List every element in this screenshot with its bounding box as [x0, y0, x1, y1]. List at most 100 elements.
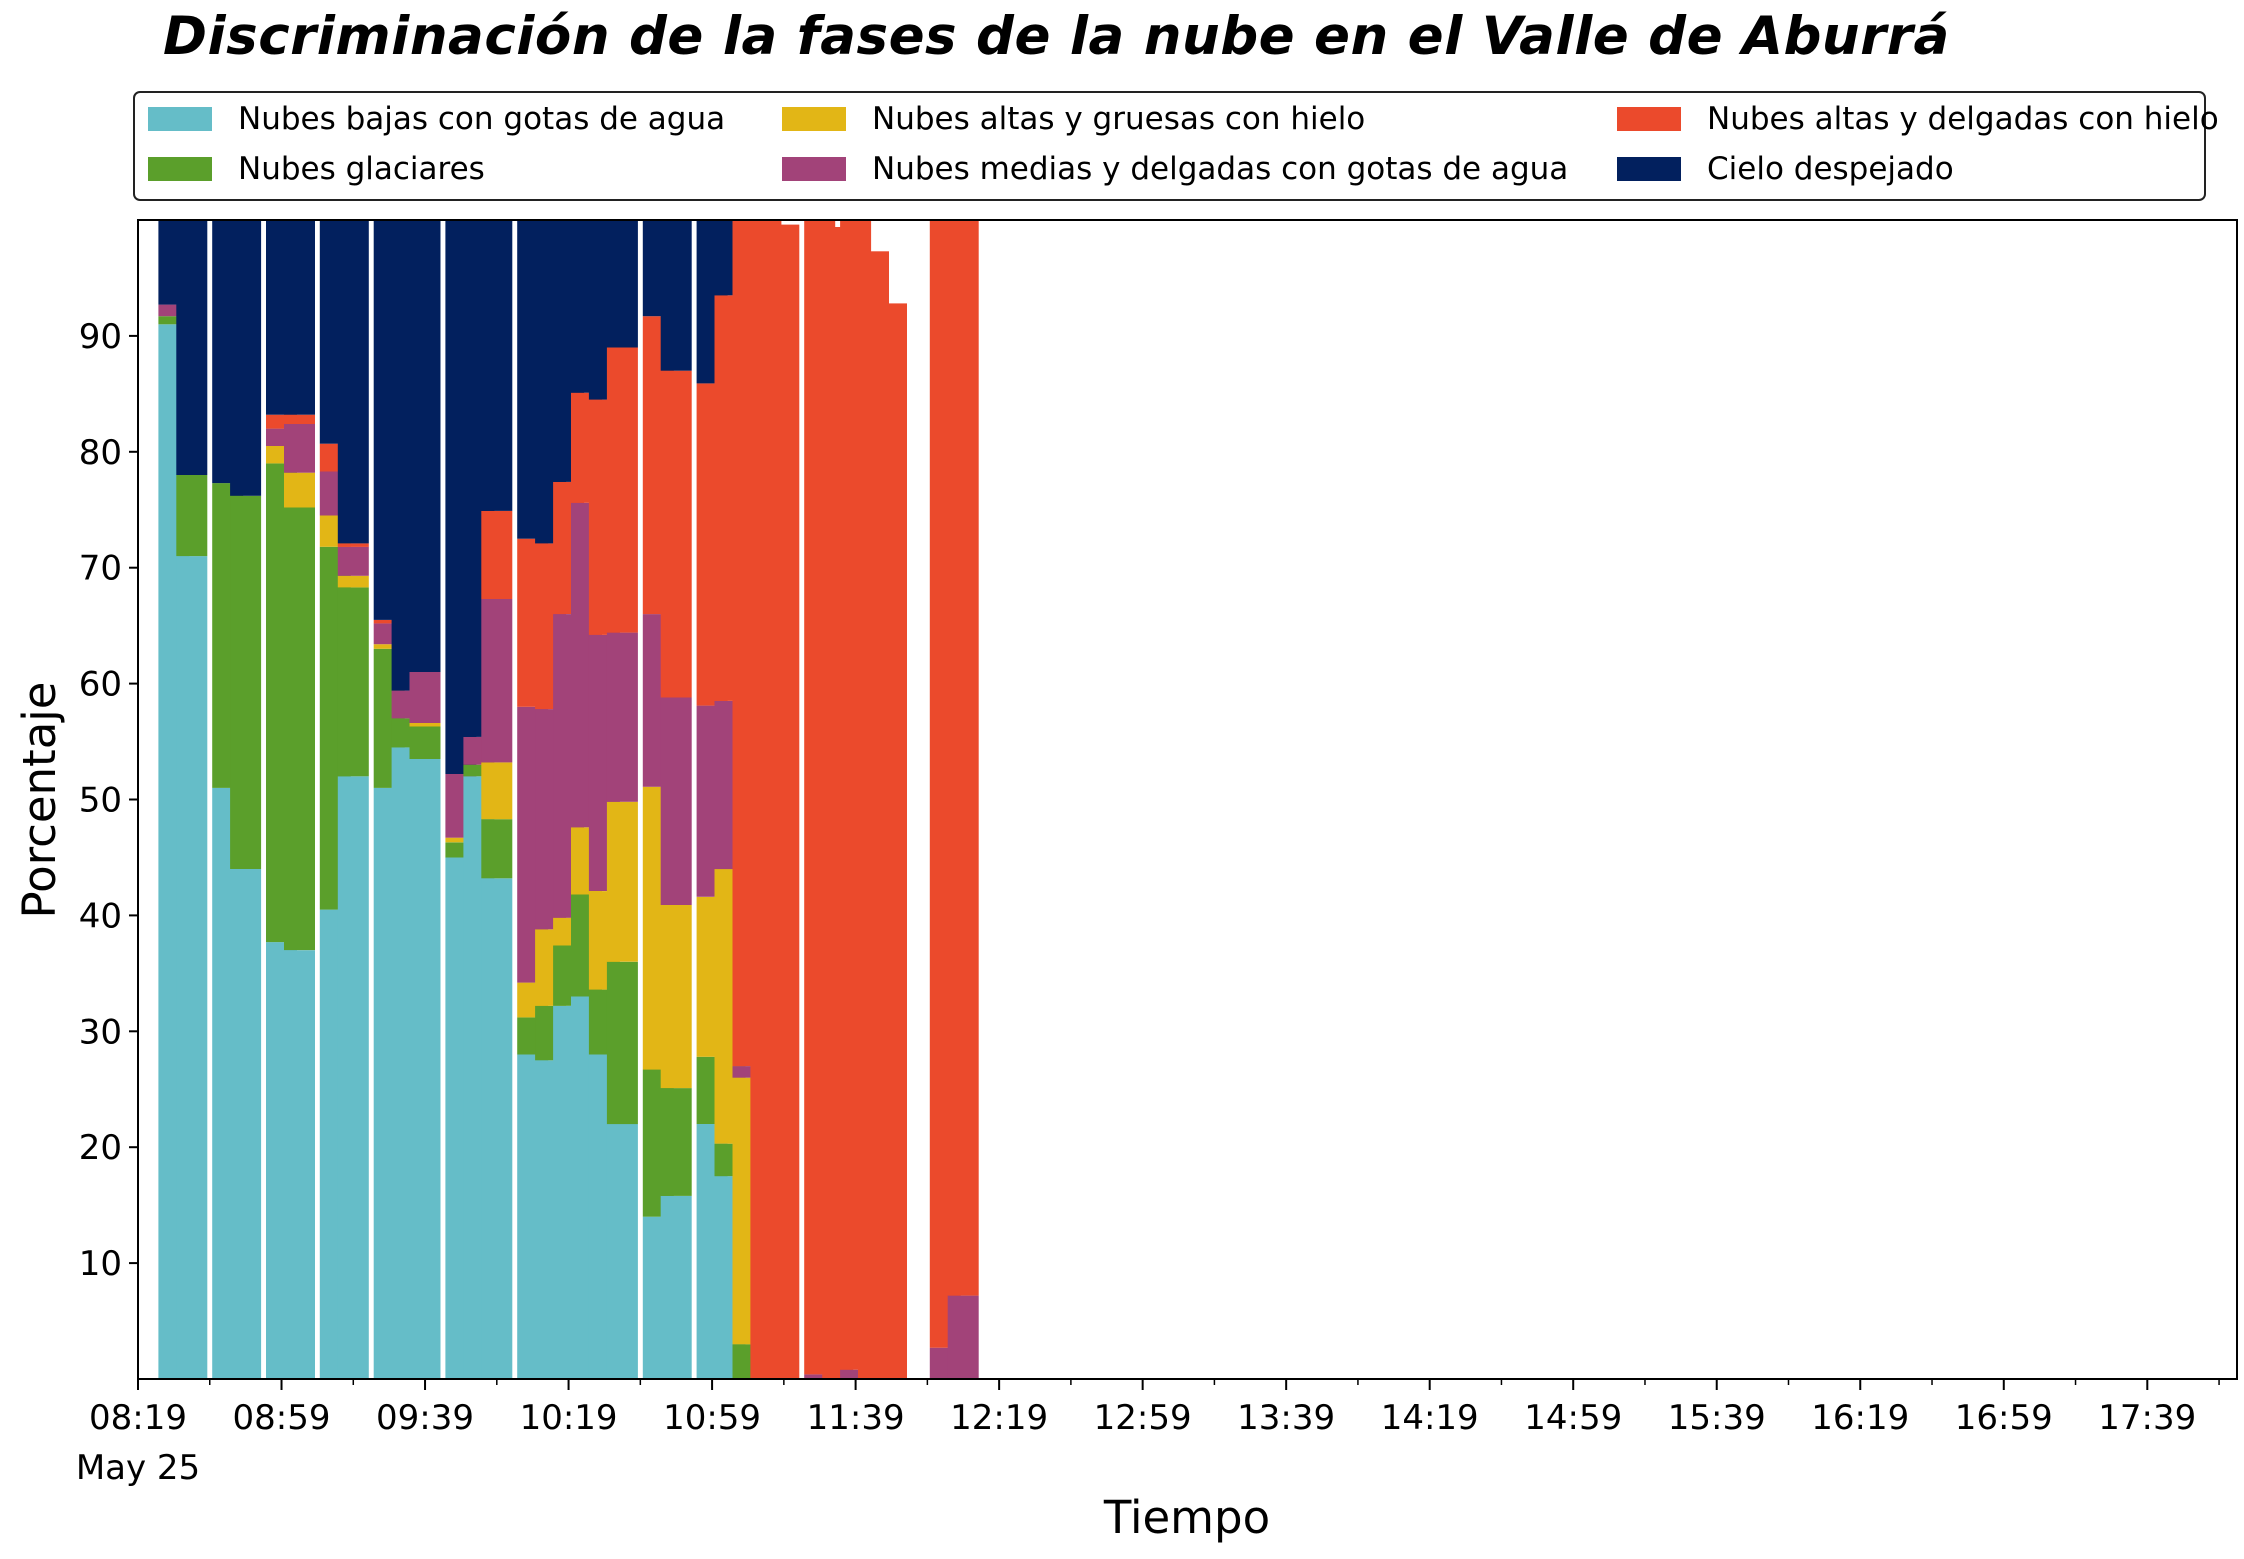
x-tick-label: 10:19 — [520, 1398, 618, 1438]
bar-segment — [660, 697, 692, 905]
bar-segment — [876, 303, 907, 1379]
x-tick-label: 14:19 — [1381, 1398, 1479, 1438]
bar-segment — [284, 220, 315, 415]
bar-segment — [606, 1124, 638, 1379]
bar-segment — [606, 347, 638, 633]
x-tick-label: 09:39 — [376, 1398, 474, 1438]
bar-segment — [445, 837, 477, 843]
bar-segment — [660, 1088, 692, 1196]
y-tick-label: 90 — [79, 317, 122, 357]
bar-segment — [284, 414, 315, 424]
bar-segment — [660, 220, 692, 371]
legend-swatch — [782, 107, 846, 131]
legend-item: Nubes medias y delgadas con gotas de agu… — [782, 149, 1568, 189]
y-tick-label: 70 — [79, 549, 122, 589]
legend-label: Nubes bajas con gotas de agua — [238, 101, 726, 137]
bar-segment — [660, 370, 692, 698]
bar-segment — [176, 556, 208, 1379]
bar-segment — [284, 424, 315, 473]
legend-label: Nubes altas y delgadas con hielo — [1707, 101, 2219, 137]
bar-segment — [804, 1374, 836, 1379]
bar-segment — [660, 1195, 692, 1379]
bar-segment — [481, 220, 513, 511]
bar-segment — [606, 632, 638, 802]
bar-segment — [481, 599, 513, 763]
bar-segment — [284, 472, 315, 508]
bar-segment — [230, 869, 262, 1379]
bar-segment — [409, 672, 441, 723]
bar-segment — [481, 762, 513, 820]
chart-title: Discriminación de la fases de la nube en… — [163, 6, 1950, 67]
bar-segment — [660, 905, 692, 1089]
bar-segment — [337, 575, 369, 588]
x-tick-label: 10:59 — [663, 1398, 761, 1438]
bar-segment — [606, 220, 638, 348]
x-axis-label: Tiempo — [1103, 1491, 1270, 1544]
bar-segment — [284, 950, 315, 1379]
x-tick-label: 13:39 — [1237, 1398, 1335, 1438]
bar-segment — [409, 723, 441, 727]
bar-segment — [373, 619, 405, 624]
legend-swatch — [148, 107, 212, 131]
bar-segment — [409, 726, 441, 759]
x-tick-label: 16:19 — [1811, 1398, 1909, 1438]
y-tick-label: 20 — [79, 1128, 122, 1168]
bar-segment — [337, 546, 369, 576]
x-tick-label: 12:59 — [1094, 1398, 1192, 1438]
bar-segment — [768, 224, 800, 1380]
x-tick-label: 14:59 — [1524, 1398, 1622, 1438]
y-tick-label: 80 — [79, 433, 122, 473]
bar-segment — [176, 475, 208, 557]
bar-segment — [230, 220, 262, 496]
x-tick-label: 08:19 — [89, 1398, 187, 1438]
legend-item: Nubes glaciares — [148, 149, 485, 189]
x-tick-label: 08:59 — [233, 1398, 331, 1438]
bar-segment — [840, 1369, 872, 1379]
bar-segment — [337, 776, 369, 1379]
y-tick-label: 40 — [79, 896, 122, 936]
legend-label: Nubes glaciares — [238, 151, 485, 187]
bar-segment — [463, 764, 495, 777]
bar-segment — [481, 878, 513, 1379]
legend-swatch — [148, 157, 212, 181]
x-tick-label: 15:39 — [1668, 1398, 1766, 1438]
bar-segment — [732, 1066, 764, 1078]
bar-segment — [230, 495, 262, 869]
legend-swatch — [1617, 157, 1681, 181]
legend: Nubes bajas con gotas de agua Nubes glaci… — [133, 91, 2219, 201]
bar-segment — [158, 304, 190, 317]
y-axis-label: Porcentaje — [13, 682, 66, 919]
y-tick-label: 50 — [79, 781, 122, 821]
bar-segment — [606, 961, 638, 1125]
bar-segment — [481, 510, 513, 599]
bar-segment — [158, 316, 190, 325]
bar-segment — [409, 220, 441, 672]
legend-item: Nubes altas y delgadas con hielo — [1617, 99, 2219, 139]
legend-swatch — [1617, 107, 1681, 131]
x-tick-label: 11:39 — [807, 1398, 905, 1438]
legend-label: Nubes altas y gruesas con hielo — [872, 101, 1366, 137]
bars-layer — [158, 220, 979, 1380]
y-tick-label: 30 — [79, 1012, 122, 1052]
y-tick-label: 10 — [79, 1244, 122, 1284]
bar-segment — [337, 220, 369, 544]
bar-segment — [337, 587, 369, 777]
bar-segment — [481, 819, 513, 879]
legend-item: Nubes altas y gruesas con hielo — [782, 99, 1365, 139]
bar-segment — [947, 1295, 979, 1379]
bar-segment — [409, 758, 441, 1379]
bar-segment — [373, 644, 405, 649]
x-date-label: May 25 — [76, 1448, 200, 1488]
x-tick-label: 17:39 — [2098, 1398, 2196, 1438]
ticks-layer: 10 20 30 40 50 60 70 80 90 08:19 May 25 08:59 09:39 1… — [76, 317, 2220, 1488]
legend-item: Cielo despejado — [1617, 149, 1954, 189]
x-tick-label: 12:19 — [950, 1398, 1048, 1438]
legend-label: Cielo despejado — [1707, 151, 1954, 187]
bar-segment — [606, 801, 638, 962]
x-tick-label: 16:59 — [1955, 1398, 2053, 1438]
legend-item: Nubes bajas con gotas de agua — [148, 99, 725, 139]
y-tick-label: 60 — [79, 665, 122, 705]
bar-segment — [947, 220, 979, 1296]
bar-segment — [337, 543, 369, 547]
